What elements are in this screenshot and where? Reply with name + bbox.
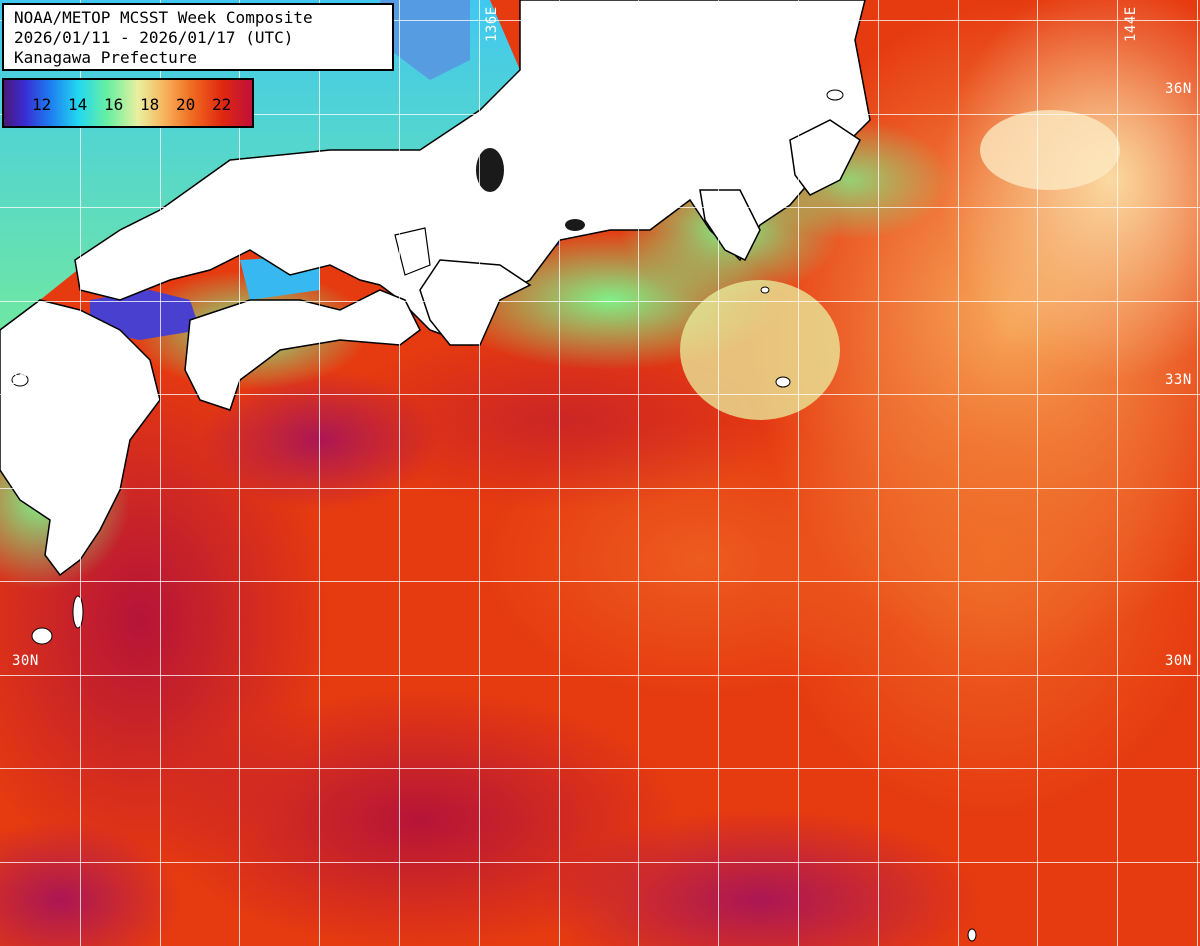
colorbar-label: 16 bbox=[104, 95, 124, 114]
title-line-product: NOAA/METOP MCSST Week Composite bbox=[14, 8, 313, 27]
island-tanegashima bbox=[31, 627, 53, 645]
lat-label-33-right: 33N bbox=[1165, 372, 1192, 388]
colorbar-label: 18 bbox=[140, 95, 160, 114]
lake-hamana bbox=[565, 219, 585, 231]
sea-patch-cool-spot bbox=[980, 110, 1120, 190]
honshu bbox=[74, 0, 871, 346]
sea-patch-east-orange bbox=[760, 300, 1200, 820]
colorbar-gradient bbox=[4, 80, 252, 126]
temperature-colorbar: 12 14 16 18 20 22 bbox=[2, 78, 254, 128]
island-izu-small bbox=[760, 286, 770, 294]
colorbar-label: 14 bbox=[68, 95, 88, 114]
colorbar-label: 20 bbox=[176, 95, 196, 114]
title-line-period: 2026/01/11 - 2026/01/17 (UTC) bbox=[14, 28, 294, 47]
lon-label-144: 144E bbox=[1123, 6, 1139, 42]
colorbar-labels: 12 14 16 18 20 22 bbox=[32, 95, 248, 114]
awaji-island bbox=[394, 227, 431, 276]
coastal-band-izu bbox=[680, 280, 840, 420]
lon-label-136: 136E bbox=[484, 6, 500, 42]
title-line-region: Kanagawa Prefecture bbox=[14, 48, 198, 67]
title-box: NOAA/METOP MCSST Week Composite 2026/01/… bbox=[2, 3, 394, 71]
lake-biwa bbox=[476, 148, 504, 192]
island-izu-oshima bbox=[775, 376, 791, 388]
island-small-west bbox=[11, 373, 29, 387]
island-south bbox=[967, 928, 977, 942]
lat-label-33-left: 33 bbox=[10, 372, 28, 388]
colorbar-label: 22 bbox=[212, 95, 232, 114]
inland-sea-west bbox=[90, 290, 200, 340]
sea-patch-pale bbox=[940, 0, 1200, 380]
lat-label-30-right: 30N bbox=[1165, 653, 1192, 669]
lat-label-30-left: 30N bbox=[12, 653, 39, 669]
colorbar-label: 12 bbox=[32, 95, 52, 114]
island-yakushima bbox=[72, 595, 84, 629]
lat-label-36-right: 36N bbox=[1165, 81, 1192, 97]
boso-peninsula bbox=[789, 119, 861, 196]
sea-patch-southwest-magenta bbox=[0, 820, 180, 946]
island-lake-kasumigaura bbox=[826, 89, 844, 101]
sea-patch-south-magenta bbox=[540, 810, 980, 946]
